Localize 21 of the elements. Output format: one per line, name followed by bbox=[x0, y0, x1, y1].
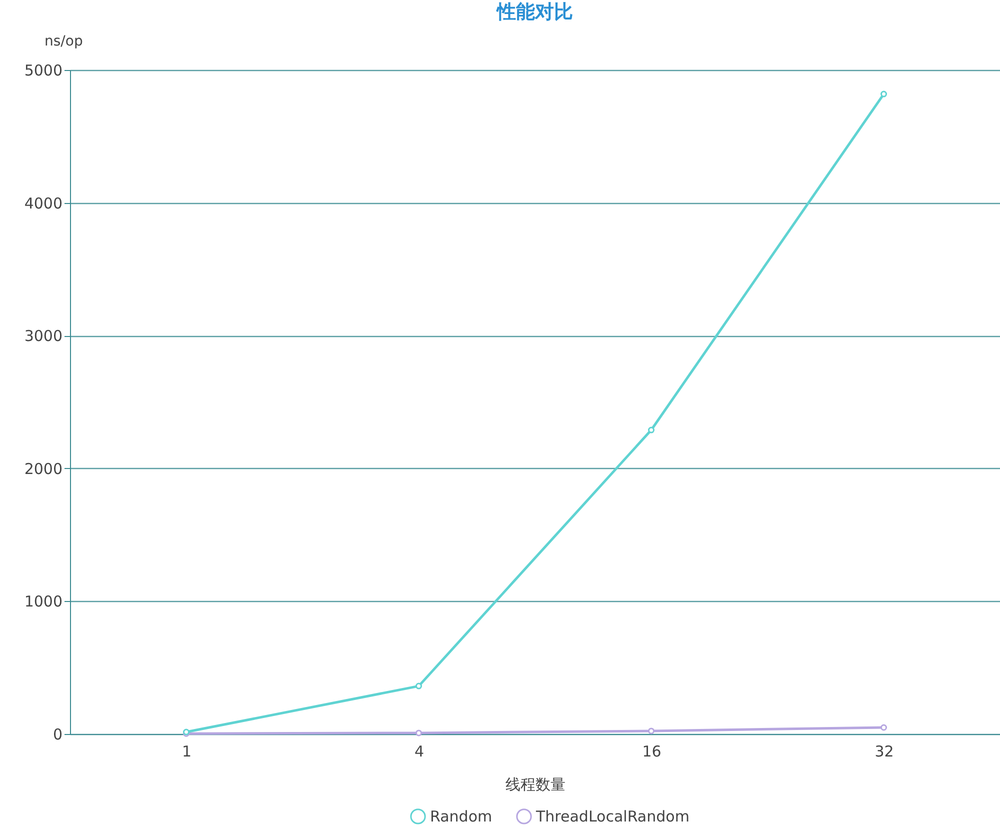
legend-label: Random bbox=[430, 807, 492, 826]
point bbox=[648, 728, 654, 734]
y-tick-label: 5000 bbox=[24, 62, 62, 80]
chart-title: 性能对比 bbox=[496, 1, 573, 23]
legend-label: ThreadLocalRandom bbox=[535, 807, 690, 826]
x-tick-label: 16 bbox=[642, 742, 662, 760]
x-tick-label: 32 bbox=[874, 742, 894, 760]
x-tick-label: 4 bbox=[414, 742, 424, 760]
point bbox=[880, 90, 887, 98]
y-tick-label: 1000 bbox=[24, 592, 62, 611]
y-tick-label: 4000 bbox=[24, 194, 62, 212]
y-axis-title: ns/op bbox=[44, 34, 83, 50]
y-tick-label: 2000 bbox=[24, 460, 62, 478]
point bbox=[416, 682, 422, 690]
x-tick-label: 1 bbox=[182, 742, 192, 760]
point bbox=[880, 724, 887, 731]
point bbox=[648, 426, 654, 434]
y-tick-label: 0 bbox=[52, 726, 62, 744]
y-tick-label: 3000 bbox=[24, 327, 62, 346]
point bbox=[416, 730, 422, 736]
x-axis-title: 线程数量 bbox=[506, 776, 566, 794]
